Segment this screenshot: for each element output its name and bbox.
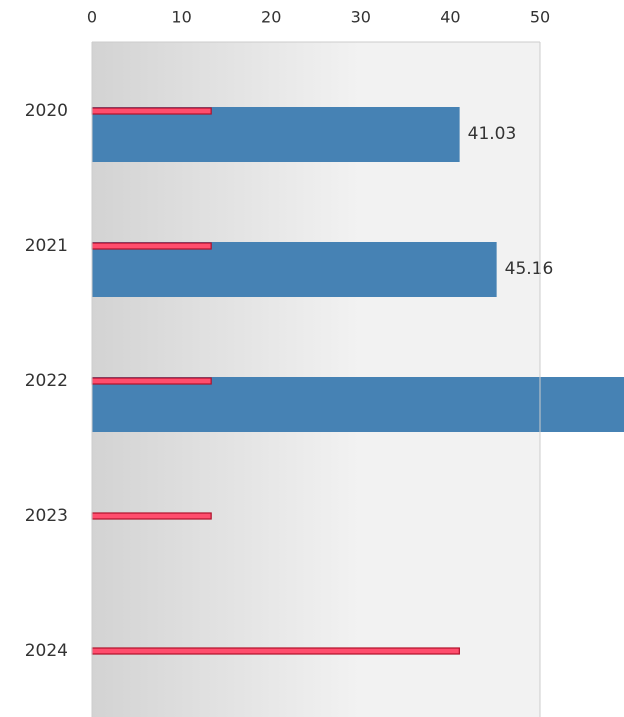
- x-tick-label: 0: [87, 8, 97, 27]
- x-tick-label: 50: [530, 8, 550, 27]
- bar: [92, 377, 624, 432]
- x-tick-label: 30: [351, 8, 371, 27]
- target-bar: [91, 107, 212, 115]
- bar: [92, 242, 497, 297]
- target-bar: [91, 647, 460, 655]
- data-label: 41.03: [468, 124, 517, 144]
- x-tick-label: 10: [171, 8, 191, 27]
- x-tick-label: 40: [440, 8, 460, 27]
- x-tick-label: 20: [261, 8, 281, 27]
- y-tick-label: 2022: [25, 371, 68, 391]
- bar: [92, 107, 460, 162]
- y-tick-label: 2021: [25, 236, 68, 256]
- data-label: 45.16: [505, 259, 554, 279]
- y-tick-label: 2024: [25, 641, 68, 661]
- target-bar: [91, 377, 212, 385]
- y-tick-label: 2020: [25, 101, 68, 121]
- target-bar: [91, 242, 212, 250]
- target-bar: [91, 512, 212, 520]
- y-tick-label: 2023: [25, 506, 68, 526]
